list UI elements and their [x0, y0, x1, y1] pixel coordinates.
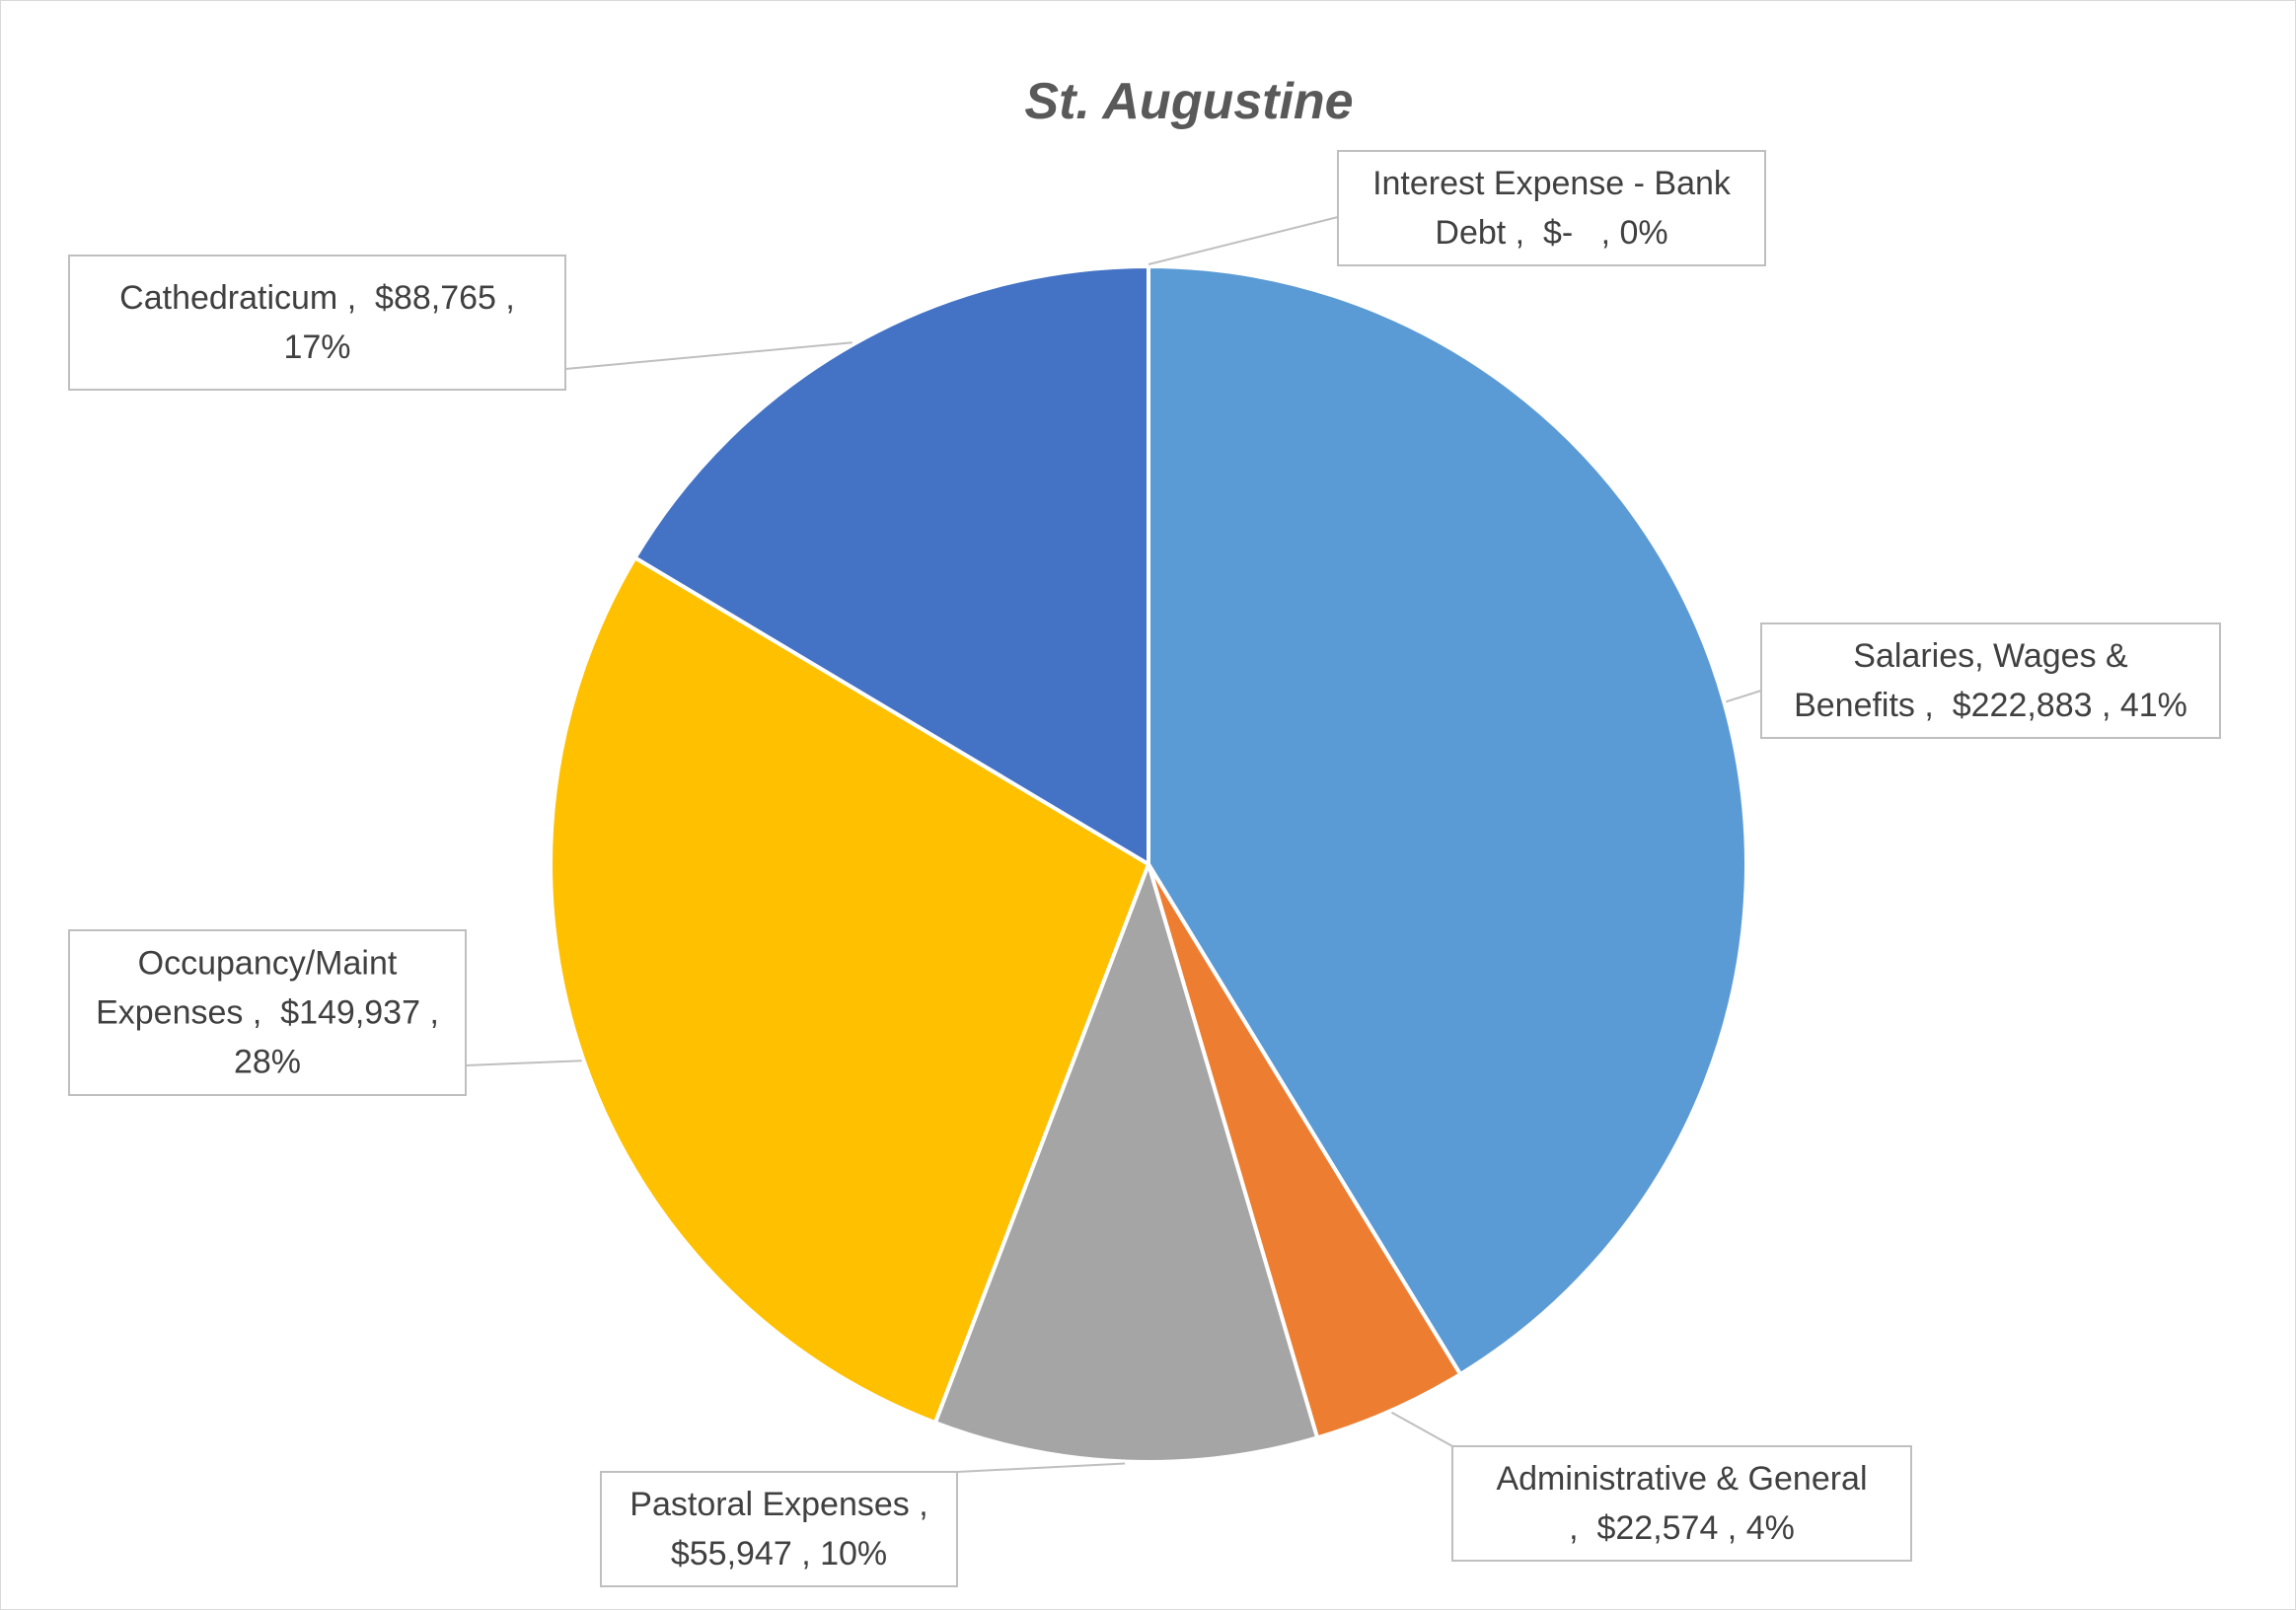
data-label-box	[68, 929, 467, 1096]
data-label-text: Occupancy/Maint	[138, 945, 398, 983]
data-label-text: $55,947 , 10%	[671, 1535, 887, 1573]
data-label-box	[1337, 150, 1766, 266]
slices-layer	[548, 264, 1748, 1464]
data-label-pastoral-expenses: Pastoral Expenses , $55,947 , 10%	[600, 1471, 958, 1587]
pie-slice-pastoral-expenses	[932, 862, 1320, 1464]
pie-slice-salaries-wages-benefits	[1147, 264, 1748, 1377]
data-label-text: Salaries, Wages &	[1853, 637, 2128, 675]
data-label-text: 17%	[283, 329, 350, 366]
leader-line-administrative-general	[1391, 1411, 1453, 1447]
data-label-text: Benefits , $222,883 , 41%	[1794, 687, 2187, 724]
data-label-text: Interest Expense - Bank	[1372, 165, 1732, 202]
pie-slice-cathedraticum	[632, 264, 1150, 866]
data-label-text: Pastoral Expenses ,	[630, 1486, 927, 1523]
data-label-text: Administrative & General	[1496, 1460, 1867, 1498]
leaders-layer	[465, 216, 1762, 1473]
data-label-administrative-general: Administrative & General , $22,574 , 4%	[1451, 1445, 1912, 1562]
pie-slice-occupancy-maint-expenses	[548, 555, 1150, 1426]
leader-line-pastoral-expenses	[956, 1462, 1126, 1473]
data-label-text: Cathedraticum , $88,765 ,	[119, 279, 515, 317]
data-label-box	[1760, 622, 2221, 739]
data-label-box	[68, 255, 566, 391]
data-label-cathedraticum: Cathedraticum , $88,765 , 17%	[68, 255, 566, 391]
data-label-text: , $22,574 , 4%	[1569, 1509, 1795, 1547]
data-label-salaries-wages-benefits: Salaries, Wages & Benefits , $222,883 , 4…	[1760, 622, 2221, 739]
chart-title: St. Augustine	[1024, 73, 1353, 130]
leader-line-occupancy-maint-expenses	[465, 1060, 582, 1066]
data-label-occupancy-maint-expenses: Occupancy/Maint Expenses , $149,937 , 28%	[68, 929, 467, 1096]
data-label-box	[600, 1471, 958, 1587]
leader-line-interest-expense-bank-debt	[1148, 216, 1339, 265]
data-label-text: Debt , $- , 0%	[1435, 214, 1667, 252]
leader-line-cathedraticum	[564, 341, 852, 370]
leader-line-salaries-wages-benefits	[1725, 690, 1762, 703]
labels-layer: Interest Expense - Bank Debt , $- , 0% Sal…	[68, 150, 2221, 1587]
data-label-interest-expense-bank-debt: Interest Expense - Bank Debt , $- , 0%	[1337, 150, 1766, 266]
data-label-text: 28%	[234, 1044, 301, 1081]
data-label-text: Expenses , $149,937 ,	[96, 994, 439, 1032]
data-label-box	[1451, 1445, 1912, 1562]
